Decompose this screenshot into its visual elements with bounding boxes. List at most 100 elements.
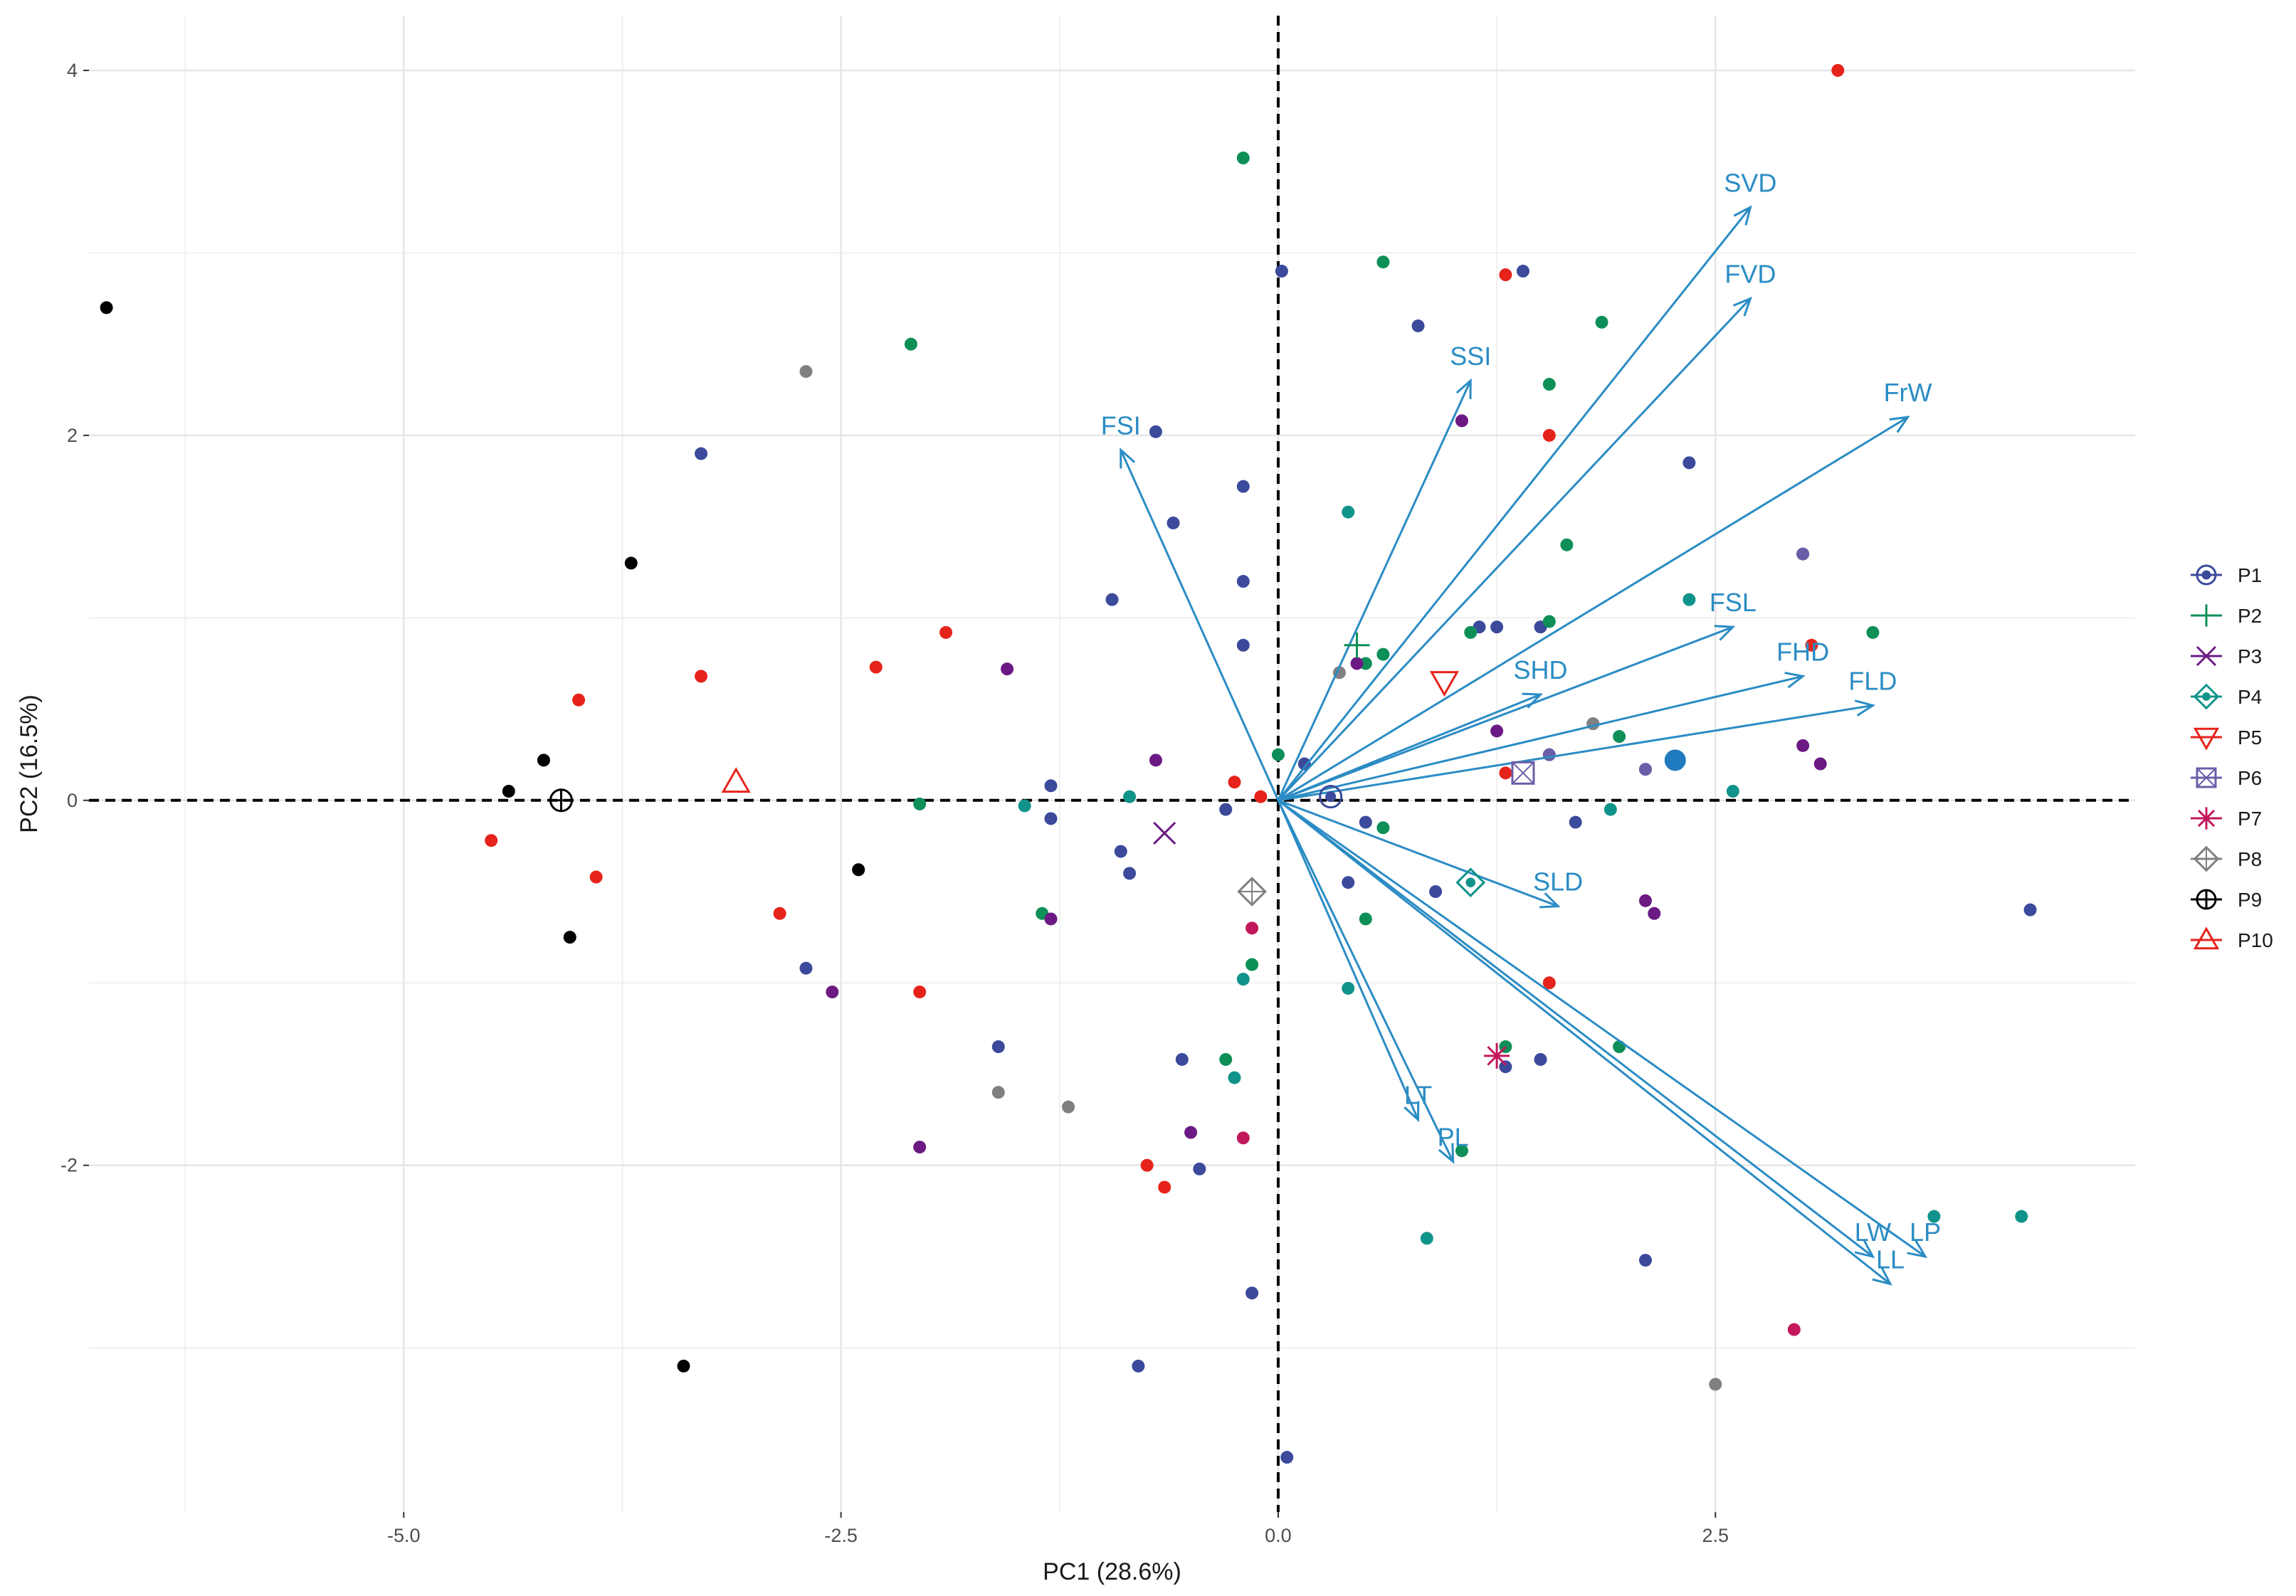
loading-label: FLD xyxy=(1848,666,1897,695)
legend-label: P8 xyxy=(2238,848,2262,870)
score-point-p5 xyxy=(485,834,498,847)
score-point-p4 xyxy=(1927,1210,1941,1223)
loading-label: FrW xyxy=(1884,378,1932,407)
legend-item-p2: P2 xyxy=(2191,604,2262,627)
score-point-p2 xyxy=(1464,625,1478,639)
score-point-p3 xyxy=(1455,414,1468,428)
centroid-p9 xyxy=(549,788,573,813)
score-point-p7 xyxy=(1236,1131,1250,1145)
score-point-p4 xyxy=(1682,593,1696,606)
score-point-p1 xyxy=(1516,265,1529,278)
score-point-p5 xyxy=(1499,268,1512,282)
arrow-shaft xyxy=(1278,704,1873,802)
score-point-p1 xyxy=(1569,815,1582,829)
legend: P1 P2 P3 P4 P5 P6 P7 P8 P9 P10 xyxy=(2191,564,2273,951)
score-point-p3 xyxy=(1796,739,1810,752)
score-point-p2 xyxy=(1246,958,1259,971)
centroid-p8 xyxy=(1237,877,1267,907)
score-point-p1 xyxy=(695,447,708,460)
loading-label: FVD xyxy=(1724,260,1776,289)
loading-arrow-fld: FLD xyxy=(1278,666,1897,802)
loading-arrow-ssi: SSI xyxy=(1277,342,1491,801)
score-point-p1 xyxy=(1114,845,1127,858)
arrow-head xyxy=(1522,692,1543,709)
score-point-p5 xyxy=(913,985,927,999)
legend-item-p8: P8 xyxy=(2191,845,2262,872)
score-point-p5 xyxy=(1805,638,1818,652)
loading-label: FHD xyxy=(1776,637,1829,666)
score-point-p4 xyxy=(1018,799,1031,813)
score-point-p1 xyxy=(1219,803,1233,816)
arrow-head xyxy=(1539,892,1561,909)
loading-label: FSL xyxy=(1710,588,1757,617)
centroid-p2 xyxy=(1344,632,1370,658)
legend-key-symbol xyxy=(2196,889,2217,910)
score-point-p1 xyxy=(1280,1451,1294,1464)
legend-label: P5 xyxy=(2238,726,2262,749)
score-point-p9 xyxy=(502,784,515,798)
arrow-head xyxy=(1854,1240,1875,1259)
y-tick-label: 0 xyxy=(67,790,78,811)
score-point-p3 xyxy=(1149,754,1162,767)
legend-key-symbol xyxy=(2195,604,2218,627)
score-point-p9 xyxy=(852,863,865,877)
legend-key-symbol xyxy=(2196,767,2217,788)
centroid-p1 xyxy=(1319,785,1343,809)
legend-item-p1: P1 xyxy=(2191,564,2262,586)
score-point-p5 xyxy=(1499,766,1512,780)
arrow-shaft xyxy=(1277,800,1419,1121)
legend-label: P10 xyxy=(2238,929,2273,951)
score-point-p8 xyxy=(1709,1378,1722,1391)
loading-arrow-pl: PL xyxy=(1277,800,1469,1164)
score-point-p2 xyxy=(1376,648,1390,661)
score-point-p2 xyxy=(1376,255,1390,269)
arrow-shaft xyxy=(1278,693,1542,802)
highlight-point xyxy=(1664,749,1686,771)
loading-label: LT xyxy=(1404,1081,1432,1110)
legend-key-symbol xyxy=(2196,564,2217,586)
score-point-p3 xyxy=(1044,912,1058,926)
arrow-shaft xyxy=(1278,799,1926,1258)
score-point-p1 xyxy=(1429,885,1443,899)
arrow-shaft xyxy=(1277,380,1472,801)
score-point-p5 xyxy=(773,907,786,920)
legend-item-p3: P3 xyxy=(2191,645,2262,667)
loading-arrow-fsi: FSI xyxy=(1101,411,1280,801)
score-point-p1 xyxy=(1044,779,1058,793)
score-point-p2 xyxy=(1542,615,1556,628)
score-point-p1 xyxy=(1534,1052,1547,1066)
arrow-head xyxy=(1733,205,1752,226)
arrow-head xyxy=(1907,1240,1928,1259)
score-point-p1 xyxy=(1236,480,1250,493)
score-point-p6 xyxy=(1796,547,1810,561)
legend-item-p6: P6 xyxy=(2191,767,2262,789)
score-point-p4 xyxy=(1228,1071,1241,1084)
score-point-p5 xyxy=(1158,1180,1171,1194)
score-point-p2 xyxy=(913,797,927,810)
score-point-p5 xyxy=(589,870,603,884)
score-point-p5 xyxy=(1831,63,1845,77)
arrow-head xyxy=(1784,672,1806,689)
score-point-p1 xyxy=(1682,456,1696,470)
arrow-shaft xyxy=(1278,625,1734,802)
score-point-p1 xyxy=(1175,1052,1189,1066)
score-point-p1 xyxy=(1236,638,1250,652)
score-point-p3 xyxy=(1490,724,1504,738)
group-centroids xyxy=(549,632,1535,1069)
score-point-p1 xyxy=(1044,812,1058,825)
score-point-p1 xyxy=(1132,1359,1145,1373)
score-point-p5 xyxy=(1542,428,1556,442)
loading-arrow-svd: SVD xyxy=(1277,168,1776,801)
loading-label: PL xyxy=(1438,1123,1469,1152)
loading-arrow-fvd: FVD xyxy=(1277,260,1776,801)
score-point-p2 xyxy=(1866,625,1880,639)
legend-label: P7 xyxy=(2238,808,2262,830)
x-axis-title: PC1 (28.6%) xyxy=(1043,1558,1181,1585)
score-point-p8 xyxy=(1062,1100,1075,1114)
legend-label: P9 xyxy=(2238,889,2262,911)
arrow-head xyxy=(1854,699,1876,717)
score-point-p9 xyxy=(100,301,113,315)
legend-label: P3 xyxy=(2238,645,2262,667)
score-point-p2 xyxy=(1271,748,1285,761)
score-point-p9 xyxy=(563,931,576,944)
